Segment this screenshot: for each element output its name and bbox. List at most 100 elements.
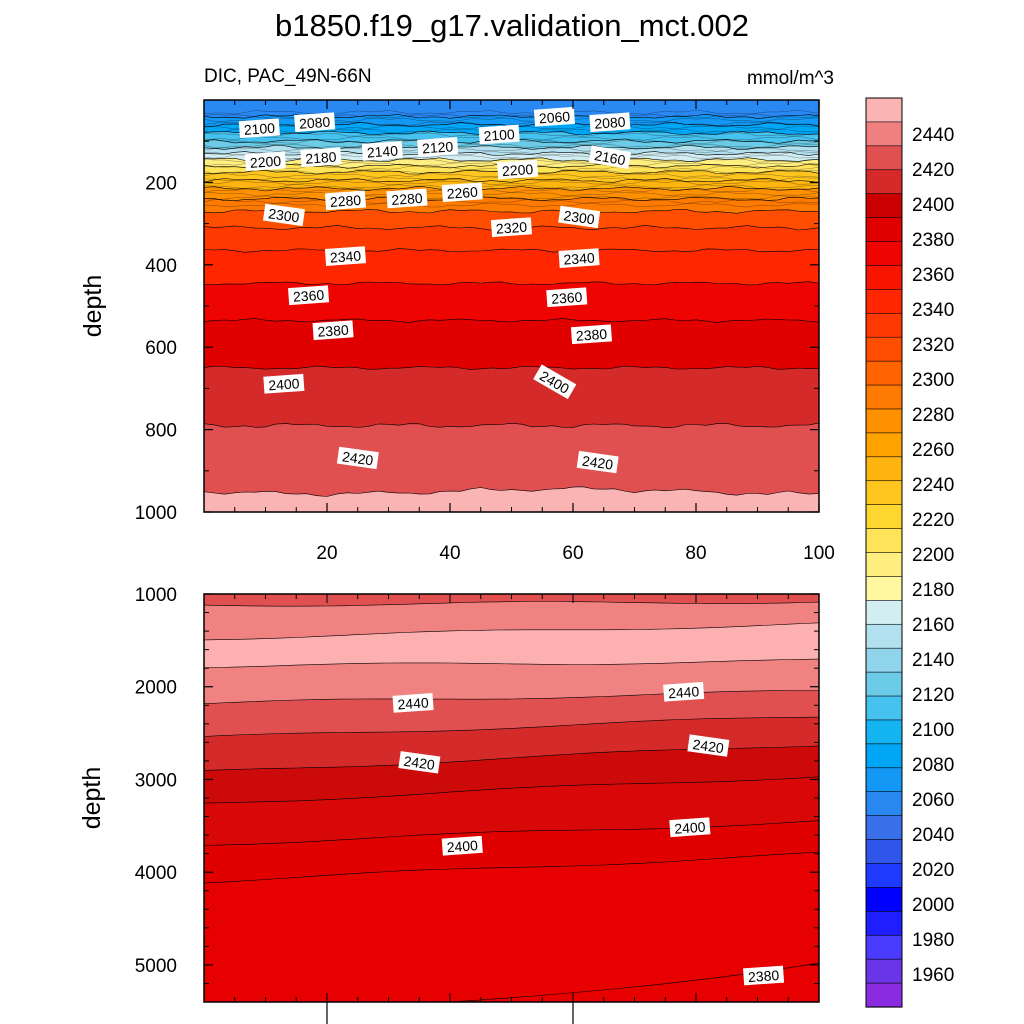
- top-isoline-2360: [204, 281, 819, 286]
- bottom-isoline-2340: [204, 851, 819, 884]
- colorbar-swatch: [865, 408, 903, 434]
- top-contour-label-2160: 2160: [588, 145, 632, 170]
- colorbar-swatch: [865, 432, 903, 458]
- contour-label-text: 2400: [268, 375, 300, 393]
- colorbar-swatch: [865, 695, 903, 721]
- top-y-tick-label: 1000: [135, 503, 177, 524]
- top-isoline-2280: [204, 196, 819, 202]
- contour-label-box: [558, 248, 600, 268]
- colorbar-swatch: [865, 217, 903, 243]
- colorbar-label: 2080: [912, 755, 954, 776]
- colorbar-label: 1980: [912, 930, 954, 951]
- contour-label-box: [558, 205, 601, 229]
- contour-label-text: 2360: [293, 287, 325, 305]
- bottom-contour-label-2400: 2400: [669, 817, 711, 838]
- contour-label-box: [687, 734, 730, 757]
- colorbar-swatch: [865, 121, 903, 147]
- contour-label-box: [589, 112, 631, 133]
- top-isoline-2260: [204, 185, 819, 192]
- bottom-y-tick-label: 2000: [135, 678, 177, 699]
- contour-label-text: 2060: [538, 108, 570, 126]
- contour-label-box: [546, 287, 588, 308]
- colorbar-swatch: [865, 791, 903, 817]
- colorbar-swatch: [865, 169, 903, 195]
- colorbar-label: 2140: [912, 650, 954, 671]
- top-contour-label-2100: 2100: [238, 118, 280, 139]
- contour-label-text: 2400: [446, 837, 478, 855]
- top-contour-labels: 2100 2080 2060 2080 2100 2200 2180 2140 2120 2200…: [238, 106, 632, 474]
- bottom-axes: 1000 2000 3000 4000 5000: [135, 585, 820, 1024]
- contour-label-box: [588, 145, 632, 170]
- bottom-isoline-2460: [204, 658, 819, 669]
- contour-label-box: [533, 106, 576, 127]
- colorbar-swatch: [865, 863, 903, 888]
- contour-label-text: 2200: [249, 153, 281, 171]
- contour-label-box: [441, 835, 483, 856]
- top-contour-label-2280: 2280: [324, 190, 367, 211]
- top-contour-label-2380: 2380: [570, 324, 613, 345]
- top-fine-isoline: [204, 183, 819, 190]
- contour-label-text: 2300: [267, 205, 300, 225]
- colorbar-swatch: [865, 767, 903, 793]
- bottom-band-8: [204, 852, 819, 1002]
- top-isoline-2140: [204, 144, 819, 150]
- top-y-tick-label: 200: [145, 173, 177, 194]
- colorbar-swatch: [865, 887, 903, 912]
- contour-label-text: 2400: [674, 819, 706, 837]
- contour-label-box: [392, 693, 434, 713]
- variable-region-label: DIC, PAC_49N-66N: [204, 66, 372, 87]
- contour-label-box: [497, 159, 539, 180]
- top-fine-isoline: [204, 191, 819, 197]
- top-isoline-2340: [204, 248, 819, 253]
- contour-label-box: [441, 182, 483, 203]
- top-contour-label-2420: 2420: [336, 446, 379, 470]
- colorbar-label: 2340: [912, 300, 954, 321]
- bottom-y-tick-label: 1000: [135, 585, 177, 606]
- bottom-isoline-2360: [204, 820, 819, 846]
- contour-label-box: [663, 681, 705, 702]
- contour-label-box: [336, 446, 379, 470]
- top-x-tick-label: 60: [562, 543, 583, 564]
- units-label: mmol/m^3: [747, 68, 834, 89]
- colorbar-label: 2320: [912, 335, 954, 356]
- colorbar-swatch: [865, 312, 903, 338]
- bottom-contour-label-2420: 2420: [687, 734, 730, 757]
- colorbar-swatch: [865, 671, 903, 697]
- top-contour-label-2360: 2360: [546, 287, 588, 308]
- colorbar-swatch: [865, 480, 903, 506]
- bottom-isoline-2460: [204, 622, 819, 641]
- top-fine-isoline: [204, 176, 819, 182]
- colorbar-swatch: [865, 289, 903, 314]
- top-contour-label-2360: 2360: [288, 285, 330, 306]
- colorbar-swatch: [865, 839, 903, 865]
- colorbar-label: 1960: [912, 965, 954, 986]
- contour-label-box: [288, 285, 330, 306]
- top-isoline-2420: [204, 422, 819, 429]
- bottom-contour-label-2440: 2440: [392, 693, 434, 713]
- top-isoline-2240: [204, 177, 819, 183]
- colorbar-swatch: [865, 97, 903, 123]
- colorbar-swatch: [865, 193, 903, 219]
- top-contour-label-2080: 2080: [294, 112, 336, 133]
- bottom-y-axis-title: depth: [78, 767, 106, 830]
- top-contour-label-2340: 2340: [324, 246, 367, 266]
- contour-label-box: [361, 141, 403, 161]
- contour-label-box: [386, 188, 428, 209]
- colorbar-label: 2380: [912, 230, 954, 251]
- contour-label-box: [262, 203, 305, 227]
- contour-label-box: [238, 118, 280, 139]
- top-contour-label-2200: 2200: [497, 159, 539, 180]
- colorbar-swatch: [865, 934, 903, 960]
- colorbar-swatch: [865, 719, 903, 745]
- top-contour-label-2100: 2100: [478, 124, 520, 145]
- top-fine-isoline: [204, 143, 819, 148]
- contour-label-text: 2200: [502, 161, 534, 179]
- colorbar-swatch: [865, 576, 903, 601]
- bottom-y-tick-label: 5000: [135, 956, 177, 977]
- colorbar-swatch: [865, 647, 903, 673]
- bottom-isoline-2440: [204, 601, 819, 607]
- bottom-isoline-2440: [204, 690, 819, 704]
- contour-label-text: 2380: [748, 967, 780, 985]
- top-fine-isoline: [204, 202, 819, 208]
